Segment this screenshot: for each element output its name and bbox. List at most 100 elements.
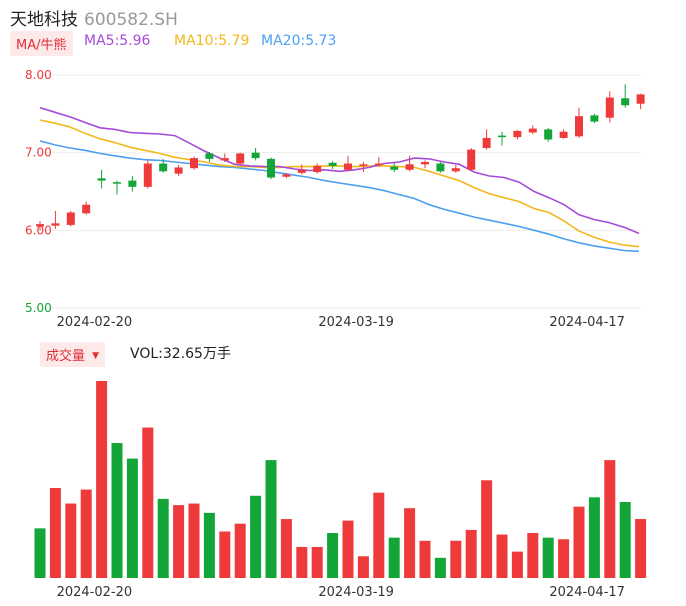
candle (36, 221, 44, 231)
y-tick-label: 6.00 (25, 223, 52, 237)
x-tick-label: 2024-02-20 (57, 315, 133, 330)
volume-bar (34, 528, 46, 578)
volume-bar (588, 497, 600, 578)
x-tick-label: 2024-03-19 (318, 315, 394, 330)
volume-bar (496, 534, 508, 578)
candle (590, 113, 599, 124)
candle (97, 169, 106, 189)
candle-body (97, 178, 106, 181)
volume-bar (188, 503, 200, 578)
candle (498, 131, 506, 146)
ma10-legend: MA10:5.79 (174, 33, 250, 49)
stock-code: 600582.SH (84, 10, 178, 30)
volume-bar (311, 546, 323, 578)
ma5-legend: MA5:5.96 (84, 33, 151, 49)
x-tick-label: 2024-04-17 (549, 585, 625, 600)
ma-indicator-tag[interactable]: MA/牛熊 (10, 31, 73, 56)
candle-body (174, 167, 183, 174)
candle (174, 165, 183, 176)
volume-bar (296, 546, 308, 578)
candle-body (575, 116, 583, 137)
candle-body (544, 129, 553, 140)
ma5-line (39, 106, 640, 235)
candle-body (297, 169, 306, 173)
ma20-legend: MA20:5.73 (261, 33, 337, 49)
volume-bar (635, 519, 647, 578)
candle-body (390, 166, 399, 170)
candle-body (421, 161, 429, 165)
candle-body (436, 163, 445, 172)
candle (205, 151, 214, 162)
volume-bar (203, 512, 215, 578)
volume-bar (173, 505, 185, 578)
volume-bar (142, 427, 154, 578)
candle (113, 180, 121, 195)
y-tick-label: 7.00 (25, 146, 52, 160)
volume-bar (342, 520, 354, 578)
volume-bar (481, 480, 493, 578)
volume-bar (465, 529, 477, 578)
candle (313, 163, 322, 174)
candlesticks (36, 84, 645, 231)
candle (297, 164, 306, 175)
volume-bar (126, 458, 138, 578)
candle-body (621, 98, 630, 106)
candle-body (467, 149, 476, 170)
candle (421, 160, 429, 169)
volume-bar (404, 508, 416, 578)
candle-body (559, 131, 568, 138)
candle-body (190, 158, 198, 169)
volume-bar (280, 519, 292, 578)
volume-bars (34, 381, 647, 578)
volume-bar (49, 488, 61, 578)
volume-bar (511, 551, 523, 578)
candle (374, 157, 383, 167)
candle (51, 210, 60, 229)
volume-bar (65, 503, 77, 578)
candle (220, 153, 229, 162)
candle-body (528, 128, 537, 133)
volume-bar (157, 498, 169, 578)
candle (236, 152, 245, 166)
candle (359, 161, 368, 173)
candle-body (344, 163, 352, 170)
candle-body (374, 163, 383, 166)
candle (390, 162, 399, 173)
candle-body (82, 204, 91, 214)
volume-bar (96, 381, 108, 578)
candle (636, 93, 645, 110)
ma10-line (39, 119, 640, 248)
candle (159, 158, 168, 173)
candle-body (482, 137, 491, 149)
candle-body (636, 94, 645, 104)
candle-body (498, 135, 506, 138)
volume-bar (357, 556, 369, 578)
ma20-line (39, 140, 640, 253)
volume-bar (527, 533, 539, 578)
candle-body (113, 182, 121, 184)
candle-body (282, 174, 291, 177)
candle (128, 175, 137, 192)
candle (575, 107, 583, 138)
candle (544, 127, 553, 142)
volume-bar (542, 537, 554, 578)
candle (513, 130, 522, 140)
volume-bar (80, 489, 92, 578)
candle-body (328, 162, 337, 166)
candle (82, 201, 91, 215)
volume-bar (327, 533, 339, 578)
dropdown-arrow-icon: ▼ (92, 351, 100, 361)
volume-bar (573, 506, 585, 578)
candle (605, 91, 614, 123)
candle (282, 172, 291, 179)
volume-bar (434, 557, 446, 578)
candle-body (267, 158, 275, 178)
candle-body (590, 115, 599, 122)
x-tick-label: 2024-04-17 (549, 315, 625, 330)
stock-header: 天地科技 600582.SH (10, 5, 178, 30)
price-grid (35, 74, 641, 309)
volume-indicator-tag[interactable]: 成交量 ▼ (40, 342, 106, 367)
candle (621, 84, 630, 108)
candle (451, 165, 460, 173)
